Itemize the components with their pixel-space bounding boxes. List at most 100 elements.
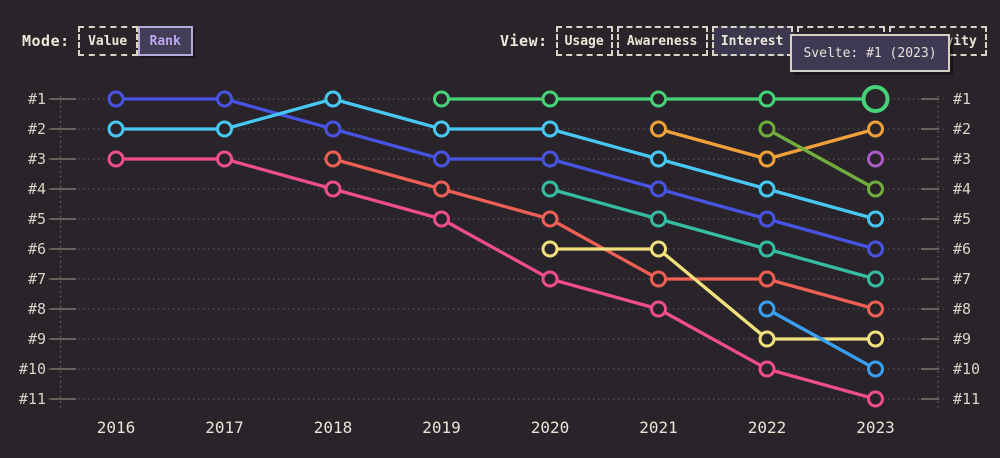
year-label: 2017 [205,418,244,437]
point-blue-2022[interactable] [758,210,776,228]
mode-control: Mode: Value Rank [22,26,193,56]
line-cyan [114,97,878,221]
point-blue-2018[interactable] [324,120,342,138]
point-pink-2023[interactable] [867,390,884,408]
point-pink-2018[interactable] [324,180,342,198]
rank-label-left: #1 [28,90,46,108]
point-blue-2019[interactable] [433,150,450,168]
point-Svelte-2019[interactable] [433,90,450,108]
view-option-awareness[interactable]: Awareness [616,26,708,56]
rank-label-left: #10 [19,360,46,378]
point-yellow-2022[interactable] [758,330,776,348]
line-salmon [331,157,878,311]
mode-option-value[interactable]: Value [77,26,138,56]
line-teal [548,187,878,281]
point-Svelte-2022[interactable] [758,90,776,108]
point-salmon-2020[interactable] [541,210,559,228]
rank-label-left: #4 [28,180,46,198]
rank-label-left: #7 [28,270,46,288]
rank-label-right: #10 [953,360,980,378]
rank-label-left: #5 [28,210,46,228]
point-blue-2017[interactable] [216,90,233,108]
rank-label-left: #3 [28,150,46,168]
point-pink-2020[interactable] [541,270,559,288]
point-Svelte-2020[interactable] [541,90,559,108]
point-pink-2016[interactable] [107,150,125,168]
point-purple-2023[interactable] [867,150,884,168]
view-control: View: UsageAwarenessInterestPositivity [500,26,987,56]
point-yellow-2021[interactable] [650,240,667,258]
point-orange-2021[interactable] [650,120,667,138]
rank-label-left: #2 [28,120,46,138]
tooltip-text: Svelte: #1 (2023) [803,45,937,61]
point-salmon-2019[interactable] [433,180,450,198]
point-Svelte-2023[interactable] [861,85,890,113]
point-cyan-2019[interactable] [433,120,450,138]
point-cyan-2023[interactable] [867,210,884,228]
hover-tooltip: Svelte: #1 (2023) [790,34,950,72]
point-blue-2020[interactable] [541,150,559,168]
rank-label-left: #6 [28,240,46,258]
year-label: 2016 [97,418,136,437]
point-pink-2019[interactable] [433,210,450,228]
point-Svelte-2021[interactable] [650,90,667,108]
point-salmon-2021[interactable] [650,270,667,288]
line-apple-green [765,127,878,191]
rank-label-right: #2 [953,120,971,138]
rank-label-left: #11 [19,390,46,408]
point-salmon-2022[interactable] [758,270,776,288]
point-apple-green-2023[interactable] [867,180,884,198]
rank-label-right: #1 [953,90,971,108]
mode-option-rank[interactable]: Rank [137,26,193,56]
point-apple-green-2022[interactable] [758,120,776,138]
rank-label-right: #7 [953,270,971,288]
line-pink [114,157,878,401]
line-sky-blue [765,307,878,371]
point-orange-2023[interactable] [867,120,884,138]
point-sky-blue-2022[interactable] [758,300,776,318]
point-yellow-2023[interactable] [867,330,884,348]
line-blue [114,97,878,251]
view-option-usage[interactable]: Usage [555,26,613,56]
point-cyan-2017[interactable] [216,120,233,138]
rank-label-right: #5 [953,210,971,228]
point-pink-2017[interactable] [216,150,233,168]
point-teal-2022[interactable] [758,240,776,258]
point-cyan-2018[interactable] [324,90,342,108]
mode-label: Mode: [22,32,70,50]
point-orange-2022[interactable] [758,150,776,168]
point-cyan-2022[interactable] [758,180,776,198]
point-cyan-2021[interactable] [650,150,667,168]
point-salmon-2023[interactable] [867,300,884,318]
point-yellow-2020[interactable] [541,240,559,258]
mode-button-row: Value Rank [77,26,193,56]
year-label: 2020 [531,418,570,437]
rank-label-left: #8 [28,300,46,318]
rank-label-right: #8 [953,300,971,318]
year-label: 2022 [748,418,787,437]
point-teal-2021[interactable] [650,210,667,228]
year-label: 2021 [639,418,678,437]
year-label: 2018 [314,418,353,437]
point-blue-2016[interactable] [107,90,125,108]
point-cyan-2020[interactable] [541,120,559,138]
point-salmon-2018[interactable] [324,150,342,168]
point-blue-2023[interactable] [867,240,884,258]
point-teal-2023[interactable] [867,270,884,288]
rank-label-right: #11 [953,390,980,408]
point-pink-2021[interactable] [650,300,667,318]
point-cyan-2016[interactable] [107,120,125,138]
year-label: 2019 [422,418,461,437]
point-pink-2022[interactable] [758,360,776,378]
rank-label-right: #3 [953,150,971,168]
rank-label-left: #9 [28,330,46,348]
point-sky-blue-2023[interactable] [867,360,884,378]
year-label: 2023 [856,418,895,437]
rank-label-right: #6 [953,240,971,258]
rank-label-right: #4 [953,180,971,198]
point-blue-2021[interactable] [650,180,667,198]
rank-label-right: #9 [953,330,971,348]
point-teal-2020[interactable] [541,180,559,198]
